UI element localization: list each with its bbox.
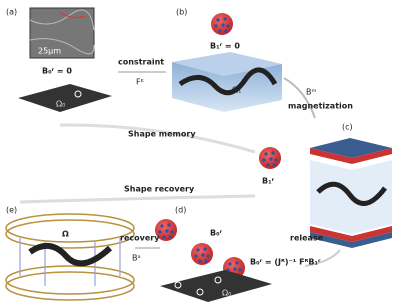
arrow-label: recovery — [120, 234, 160, 243]
figure: (a) 25μm B₀ʳ = 0 Ω₀ constraint Fᴱ (b) B₁… — [0, 0, 399, 306]
arrow-symbol: Fᴱ — [136, 78, 144, 87]
arrow-label: Shape memory — [128, 130, 196, 139]
arrow-symbol: Bᵃ — [132, 254, 141, 263]
arrow-label: release — [290, 234, 324, 243]
domain-label: Ω₀ — [56, 100, 65, 109]
formula: B₀ʳ = (Jᴿ)⁻¹ FᴿB₁ʳ — [250, 258, 321, 267]
arrow-label: constraint — [118, 58, 164, 67]
field-label: B₀ʳ = 0 — [42, 67, 72, 76]
panel-label: (e) — [6, 206, 17, 215]
field-label: B₀ʳ — [210, 229, 223, 238]
arrow-label: magnetization — [288, 102, 353, 111]
field-label: B₁ʳ — [262, 177, 275, 186]
field-label: B₁ʳ = 0 — [210, 42, 240, 51]
domain-label: Ω₀ — [222, 289, 231, 298]
panel-label: (a) — [6, 8, 17, 17]
domain-label: Ω — [62, 230, 69, 239]
plate — [160, 270, 272, 302]
arrow-label: Shape recovery — [124, 185, 195, 194]
domain-label: Ω₁ — [232, 86, 241, 95]
panel-label: (c) — [342, 123, 353, 132]
arrow-symbol: Bᵐ — [306, 88, 316, 97]
panel-label: (d) — [175, 206, 186, 215]
scale-bar: 25μm — [38, 47, 61, 56]
panel-label: (b) — [176, 8, 187, 17]
